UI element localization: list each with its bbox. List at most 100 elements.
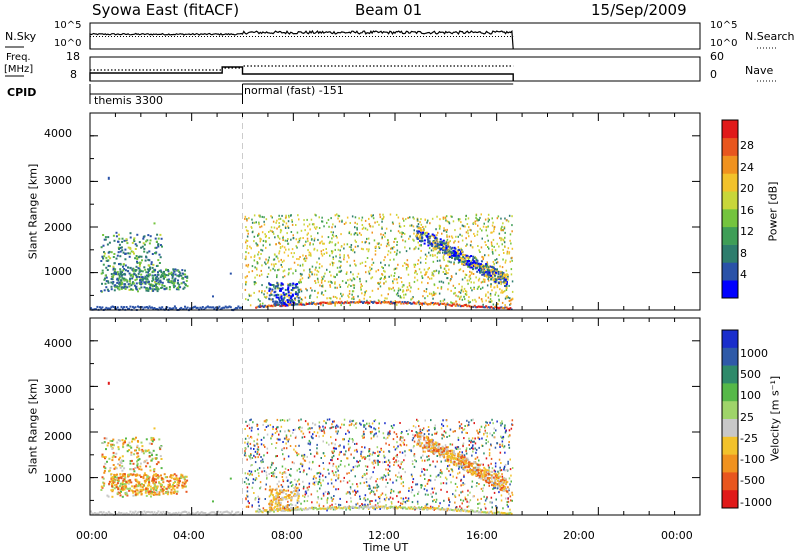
power-panel-cell xyxy=(423,302,425,305)
velocity-panel-cell xyxy=(149,490,152,493)
power-panel-cell xyxy=(127,270,130,273)
velocity-panel-cell xyxy=(318,435,320,438)
velocity-panel-cell xyxy=(267,424,269,427)
power-panel-cell xyxy=(151,253,154,255)
velocity-panel-cell xyxy=(142,476,145,478)
power-panel-cell xyxy=(505,281,508,283)
power-panel-cell xyxy=(305,301,307,304)
velocity-panel-cell xyxy=(478,438,481,441)
power-panel-cell xyxy=(126,242,129,245)
power-panel-cell xyxy=(295,303,298,306)
power-panel-cell xyxy=(141,245,144,248)
power-panel-cell xyxy=(458,283,460,286)
velocity-panel-cell xyxy=(142,484,145,486)
power-panel-cell xyxy=(317,281,320,284)
nave-label: Nave xyxy=(745,64,774,77)
velocity-panel-cell xyxy=(490,462,492,465)
velocity-panel-cell xyxy=(150,495,152,498)
velocity-panel-cell xyxy=(435,444,438,447)
velocity-panel-cell xyxy=(170,485,173,488)
power-panel-cell xyxy=(103,238,106,241)
velocity-panel-cell xyxy=(364,473,366,476)
velocity-panel-cell xyxy=(371,430,373,433)
power-panel-cell xyxy=(367,270,370,273)
velocity-panel-cell xyxy=(133,438,136,441)
velocity-panel-cell xyxy=(247,500,249,503)
power-panel-cell xyxy=(391,247,394,250)
power-panel-cell xyxy=(476,264,479,267)
power-panel-cell xyxy=(363,297,365,300)
power-panel-cell xyxy=(486,275,489,278)
power-panel-cell xyxy=(355,264,357,267)
power-panel-cell xyxy=(309,295,311,298)
power-panel-cell xyxy=(126,307,129,310)
power-panel-cell xyxy=(181,269,184,272)
velocity-panel-cell xyxy=(319,429,321,432)
velocity-panel-cell xyxy=(502,437,504,440)
power-panel-cell xyxy=(323,242,325,245)
power-panel-cell xyxy=(135,282,138,285)
power-panel-cell xyxy=(348,246,351,248)
velocity-panel-cell xyxy=(500,499,503,502)
power-panel-cell xyxy=(475,258,478,261)
velocity-panel-cell xyxy=(366,469,368,471)
power-panel-cell xyxy=(367,301,369,304)
power-panel-cell xyxy=(495,261,498,264)
power-panel-cell xyxy=(304,259,307,262)
power-panel-cell xyxy=(118,276,121,278)
velocity-panel-cell xyxy=(257,495,259,498)
power-panel-cell xyxy=(450,304,453,307)
power-panel-cell xyxy=(364,291,366,294)
power-panel-cell xyxy=(364,292,366,295)
power-panel-cell xyxy=(311,302,314,305)
power-panel-cell xyxy=(296,286,299,289)
power-panel-cell xyxy=(352,296,355,299)
power-panel-cell xyxy=(327,280,330,283)
velocity-panel-cell xyxy=(105,437,108,440)
power-panel-cell xyxy=(383,215,385,218)
power-panel-cell xyxy=(259,306,261,308)
power-panel-cell xyxy=(503,226,506,229)
power-panel-cell xyxy=(275,294,278,297)
power-panel-cell xyxy=(418,300,420,302)
power-panel-cell xyxy=(385,280,387,283)
power-panel-cell xyxy=(279,289,281,292)
power-panel-cell xyxy=(319,284,321,287)
velocity-panel-cell xyxy=(163,473,166,476)
power-panel-cell xyxy=(152,277,155,280)
power-panel-cell xyxy=(298,239,301,242)
power-panel-cell xyxy=(500,229,502,232)
velocity-panel-cell xyxy=(507,500,510,503)
power-panel-cell xyxy=(257,298,260,301)
velocity-panel-cell xyxy=(258,474,260,477)
power-panel-cell xyxy=(353,301,356,304)
velocity-panel-cell xyxy=(122,479,125,482)
power-panel-cell xyxy=(145,289,148,292)
velocity-panel-cell xyxy=(112,444,115,447)
power-panel-cell xyxy=(334,296,337,298)
power-panel-cell xyxy=(180,274,183,277)
power-panel-cell xyxy=(381,266,383,268)
velocity-panel-cell xyxy=(146,450,149,452)
date-label: 15/Sep/2009 xyxy=(591,1,687,19)
power-panel-cell xyxy=(396,278,398,281)
velocity-panel-cell xyxy=(116,492,119,495)
velocity-panel-cell xyxy=(260,438,263,441)
power-panel-cell xyxy=(168,286,171,288)
nsky-label: N.Sky xyxy=(5,30,37,43)
power-panel-cell xyxy=(129,305,132,308)
velocity-panel-cell xyxy=(473,440,475,443)
power-panel-cell xyxy=(147,273,150,276)
velocity-panel-cell xyxy=(132,494,135,497)
velocity-panel-cell xyxy=(256,425,258,427)
velocity-panel-cell xyxy=(378,453,380,456)
power-panel-cell xyxy=(285,292,288,295)
velocity-panel-cell xyxy=(417,490,420,493)
velocity-panel-cell xyxy=(290,468,292,470)
power-panel-cell xyxy=(402,289,404,292)
velocity-panel-cell xyxy=(318,475,321,478)
velocity-panel-cell xyxy=(189,513,192,515)
power-panel-cell xyxy=(493,245,495,248)
power-panel-cell xyxy=(268,288,271,290)
velocity-panel-cell xyxy=(468,421,470,424)
